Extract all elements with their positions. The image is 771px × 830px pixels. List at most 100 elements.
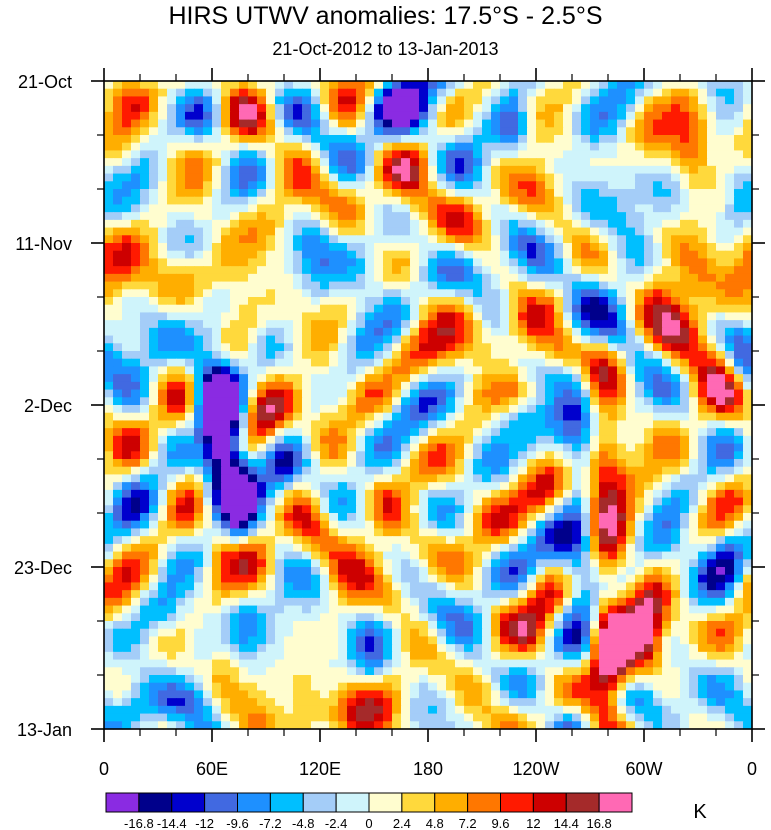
heatmap-cell <box>185 327 195 337</box>
heatmap-cell <box>689 551 699 560</box>
heatmap-cell <box>185 582 195 591</box>
heatmap-cell <box>707 443 717 452</box>
heatmap-cell <box>230 366 240 375</box>
heatmap-cell <box>689 366 699 375</box>
heatmap-cell <box>383 497 393 506</box>
heatmap-cell <box>212 266 222 275</box>
heatmap-cell <box>500 543 510 553</box>
heatmap-cell <box>176 297 186 306</box>
heatmap-cell <box>572 173 582 182</box>
heatmap-cell <box>419 289 429 298</box>
heatmap-cell <box>536 489 546 499</box>
heatmap-cell <box>104 204 114 213</box>
heatmap-cell <box>590 327 600 337</box>
heatmap-cell <box>275 613 285 622</box>
heatmap-cell <box>716 343 726 352</box>
heatmap-cell <box>734 289 744 298</box>
heatmap-cell <box>446 189 456 198</box>
heatmap-cell <box>401 551 411 560</box>
heatmap-cell <box>437 543 447 553</box>
heatmap-cell <box>266 420 276 429</box>
heatmap-cell <box>392 343 402 352</box>
heatmap-cell <box>122 405 132 414</box>
heatmap-cell <box>527 405 537 414</box>
heatmap-cell <box>131 81 141 90</box>
heatmap-cell <box>563 96 573 105</box>
heatmap-cell <box>338 258 348 267</box>
heatmap-cell <box>437 96 447 105</box>
heatmap-cell <box>104 227 114 236</box>
heatmap-cell <box>536 96 546 105</box>
heatmap-cell <box>644 474 654 483</box>
heatmap-cell <box>365 428 375 437</box>
heatmap-cell <box>734 297 744 306</box>
heatmap-cell <box>473 420 483 429</box>
heatmap-cell <box>437 389 447 398</box>
heatmap-cell <box>626 181 636 190</box>
heatmap-cell <box>572 543 582 553</box>
heatmap-cell <box>464 88 474 98</box>
heatmap-cell <box>626 366 636 375</box>
heatmap-cell <box>491 358 501 368</box>
heatmap-cell <box>590 520 600 530</box>
heatmap-cell <box>590 173 600 182</box>
heatmap-cell <box>428 397 438 406</box>
heatmap-cell <box>284 536 294 545</box>
heatmap-cell <box>545 320 555 329</box>
heatmap-cell <box>446 181 456 190</box>
heatmap-cell <box>383 173 393 182</box>
heatmap-cell <box>455 189 465 198</box>
heatmap-cell <box>302 88 312 98</box>
heatmap-cell <box>410 536 420 545</box>
heatmap-cell <box>392 397 402 406</box>
heatmap-cell <box>149 189 159 198</box>
heatmap-cell <box>563 135 573 144</box>
heatmap-cell <box>545 212 555 221</box>
heatmap-cell <box>626 381 636 391</box>
heatmap-cell <box>581 243 591 252</box>
heatmap-cell <box>581 235 591 244</box>
heatmap-cell <box>716 466 726 476</box>
heatmap-cell <box>113 212 123 221</box>
heatmap-cell <box>581 351 591 360</box>
heatmap-cell <box>581 165 591 175</box>
heatmap-cell <box>509 266 519 275</box>
heatmap-cell <box>347 551 357 560</box>
heatmap-cell <box>644 219 654 229</box>
heatmap-cell <box>581 289 591 298</box>
heatmap-cell <box>644 250 654 260</box>
heatmap-cell <box>401 304 411 314</box>
heatmap-cell <box>239 528 249 537</box>
heatmap-cell <box>590 212 600 221</box>
heatmap-cell <box>428 243 438 252</box>
heatmap-cell <box>437 289 447 298</box>
heatmap-cell <box>464 165 474 175</box>
heatmap-cell <box>743 551 753 560</box>
heatmap-cell <box>203 567 213 576</box>
heatmap-cell <box>167 513 177 522</box>
heatmap-cell <box>383 428 393 437</box>
heatmap-cell <box>464 590 474 599</box>
heatmap-cell <box>419 366 429 375</box>
heatmap-cell <box>365 513 375 522</box>
heatmap-cell <box>365 435 375 445</box>
heatmap-cell <box>599 196 609 206</box>
heatmap-cell <box>149 366 159 375</box>
heatmap-cell <box>113 528 123 537</box>
heatmap-cell <box>113 366 123 375</box>
heatmap-cell <box>743 312 753 321</box>
heatmap-cell <box>176 443 186 452</box>
heatmap-cell <box>572 358 582 368</box>
heatmap-cell <box>482 482 492 491</box>
heatmap-cell <box>221 489 231 499</box>
heatmap-cell <box>662 567 672 576</box>
heatmap-cell <box>122 435 132 445</box>
heatmap-cell <box>626 88 636 98</box>
heatmap-cell <box>698 474 708 483</box>
heatmap-cell <box>653 219 663 229</box>
heatmap-cell <box>212 420 222 429</box>
heatmap-cell <box>527 266 537 275</box>
heatmap-cell <box>500 204 510 213</box>
heatmap-cell <box>563 119 573 128</box>
heatmap-cell <box>644 312 654 321</box>
